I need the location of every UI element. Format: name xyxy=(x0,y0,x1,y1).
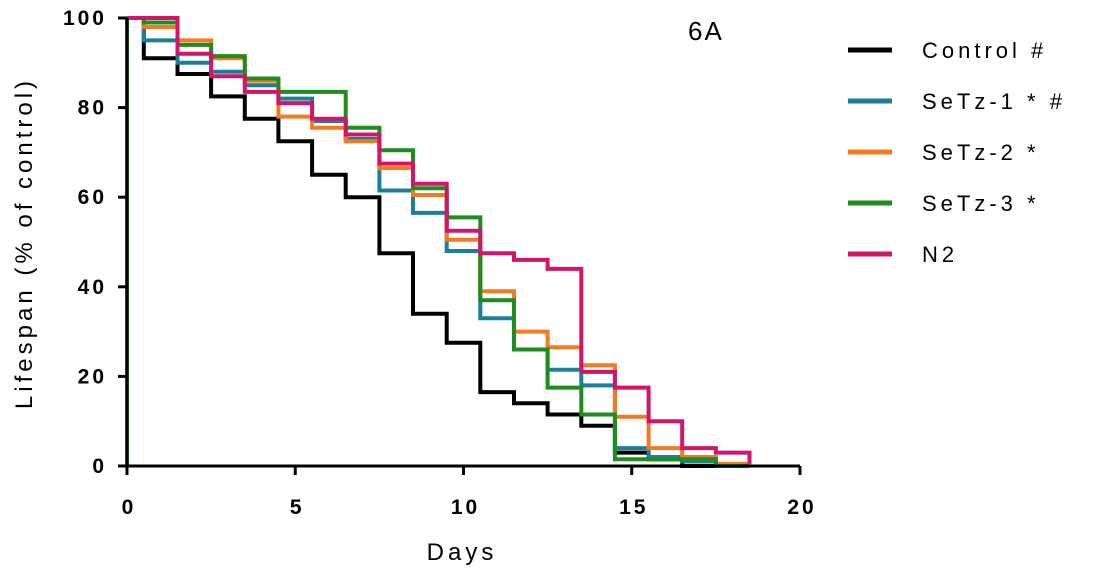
series-line-3 xyxy=(127,16,750,468)
legend-label: SeTz-3 * xyxy=(922,191,1040,216)
x-tick-label: 20 xyxy=(787,496,816,519)
series-line-1 xyxy=(127,16,752,467)
legend: Control # SeTz-1 * # SeTz-2 * SeTz-3 * N2 xyxy=(848,38,1066,267)
legend-label: Control # xyxy=(922,38,1047,63)
series-layer xyxy=(125,16,752,468)
legend-label: SeTz-1 * # xyxy=(922,89,1066,114)
y-tick-label: 100 xyxy=(63,7,107,30)
y-tick-label: 20 xyxy=(78,365,107,388)
series-line-2 xyxy=(127,16,752,466)
x-tick-label: 5 xyxy=(290,496,305,519)
ticks: 0 20 40 60 80 100 0 5 10 15 20 xyxy=(63,7,816,519)
series-line-0 xyxy=(127,16,750,468)
series-line-4 xyxy=(127,16,752,464)
x-tick-label: 0 xyxy=(122,496,137,519)
y-tick-label: 80 xyxy=(78,97,107,120)
x-axis-title: Days xyxy=(427,539,498,566)
y-tick-label: 60 xyxy=(78,186,107,209)
y-tick-label: 0 xyxy=(92,455,107,478)
y-axis-title: Lifespan (% of control) xyxy=(11,77,38,409)
legend-label: N2 xyxy=(922,242,958,267)
axes xyxy=(125,18,800,468)
x-tick-label: 15 xyxy=(619,496,648,519)
panel-label: 6A xyxy=(688,16,724,46)
y-tick-label: 40 xyxy=(78,276,107,299)
x-tick-label: 10 xyxy=(451,496,480,519)
legend-label: SeTz-2 * xyxy=(922,140,1040,165)
